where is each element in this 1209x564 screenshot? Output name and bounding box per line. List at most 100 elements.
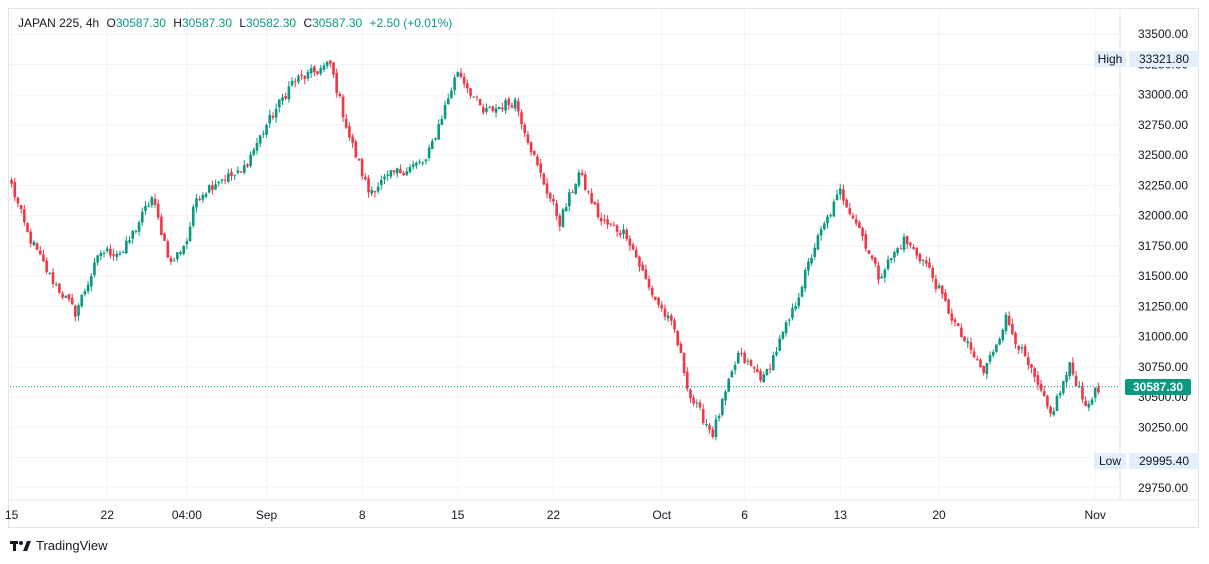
candle-body — [714, 419, 718, 437]
ohlc-legend: JAPAN 225, 4h O30587.30 H30587.30 L30582… — [18, 16, 453, 30]
candle-body — [239, 171, 243, 173]
candle-body — [1087, 403, 1091, 408]
candle-body — [587, 191, 590, 193]
candle-body — [58, 283, 61, 293]
candle-body — [459, 72, 463, 78]
candle-body — [934, 278, 938, 290]
candle-body — [176, 252, 179, 260]
candle-body — [787, 319, 791, 321]
x-tick-label: 20 — [932, 508, 946, 522]
candle-body — [740, 352, 743, 354]
candle-body — [443, 104, 447, 119]
candle-body — [128, 240, 131, 243]
tradingview-logo[interactable]: TradingView — [10, 538, 108, 553]
candle-body — [1077, 386, 1081, 388]
y-tick-label: 29750.00 — [1138, 481, 1188, 495]
candle-body — [905, 235, 909, 245]
candle-body — [64, 295, 68, 298]
candle-body — [211, 185, 214, 190]
candle-body — [670, 315, 673, 321]
candle-body — [364, 176, 367, 180]
candle-body — [281, 97, 284, 101]
candle-body — [348, 126, 351, 138]
candle-body — [163, 233, 166, 241]
candle-body — [673, 320, 676, 330]
candle-body — [883, 269, 887, 278]
candle-body — [727, 378, 730, 392]
candle-body — [628, 238, 632, 246]
candle-body — [278, 99, 281, 108]
candle-body — [258, 135, 262, 144]
candle-body — [45, 260, 48, 272]
candle-body — [520, 112, 523, 125]
candle-body — [188, 226, 192, 242]
candle-body — [86, 284, 90, 292]
candle-body — [287, 86, 291, 100]
candle-body — [685, 371, 689, 389]
candle-body — [153, 198, 157, 205]
candle-body — [386, 174, 389, 176]
candle-body — [615, 225, 619, 232]
candle-body — [583, 174, 587, 190]
candle-body — [988, 355, 992, 362]
candle-body — [717, 416, 721, 419]
candle-body — [179, 252, 182, 254]
candle-body — [134, 230, 138, 232]
candle-body — [529, 142, 533, 153]
candle-body — [341, 96, 345, 118]
price-axis[interactable]: 29750.0030000.0030250.0030500.0030750.00… — [1138, 27, 1188, 495]
candle-body — [663, 308, 667, 317]
x-tick-label: Nov — [1085, 508, 1106, 522]
candle-body — [220, 179, 224, 181]
candle-body — [902, 236, 906, 250]
x-tick-label: 13 — [834, 508, 848, 522]
y-tick-label: 31500.00 — [1138, 269, 1188, 283]
candle-body — [1017, 345, 1021, 351]
candle-body — [430, 141, 434, 150]
candle-body — [48, 272, 52, 274]
candle-body — [969, 342, 973, 350]
candle-body — [233, 174, 236, 176]
candle-body — [10, 179, 13, 184]
candle-body — [568, 192, 571, 207]
candle-body — [759, 370, 762, 381]
candle-body — [823, 223, 826, 230]
candle-body — [574, 184, 578, 194]
candle-body — [526, 134, 530, 143]
candle-body — [230, 172, 233, 177]
candle-body — [26, 223, 29, 232]
candle-body — [577, 172, 581, 186]
candle-body — [1055, 395, 1059, 411]
candle-body — [367, 178, 370, 193]
candle-body — [51, 272, 55, 285]
candle-body — [478, 98, 482, 106]
candle-body — [383, 176, 386, 180]
candle-body — [118, 253, 122, 255]
candle-body — [909, 242, 912, 246]
candle-body — [204, 193, 208, 197]
last-price-badge: 30587.30 — [1125, 378, 1191, 395]
time-axis[interactable]: 15 22 04:00 Sep 8 15 22 Oct 6 13 20 Nov — [5, 508, 1106, 522]
candle-body — [606, 219, 609, 225]
candle-body — [335, 72, 338, 94]
candle-body — [982, 365, 985, 373]
candle-body — [708, 425, 711, 430]
candle-body — [960, 327, 963, 337]
candle-body — [975, 359, 979, 361]
candle-body — [35, 243, 39, 250]
candle-body — [609, 223, 613, 225]
candle-body — [297, 76, 300, 82]
candle-body — [201, 195, 205, 200]
candle-body — [453, 77, 456, 91]
candle-body — [325, 62, 329, 67]
candle-body — [925, 260, 928, 264]
candle-body — [309, 68, 313, 74]
candle-body — [166, 241, 170, 258]
candle-body — [160, 216, 163, 236]
candle-body — [1042, 391, 1046, 396]
y-tick-label: 31000.00 — [1138, 330, 1188, 344]
candle-body — [150, 197, 154, 206]
candle-body — [654, 296, 657, 300]
y-tick-label: 33000.00 — [1138, 88, 1188, 102]
